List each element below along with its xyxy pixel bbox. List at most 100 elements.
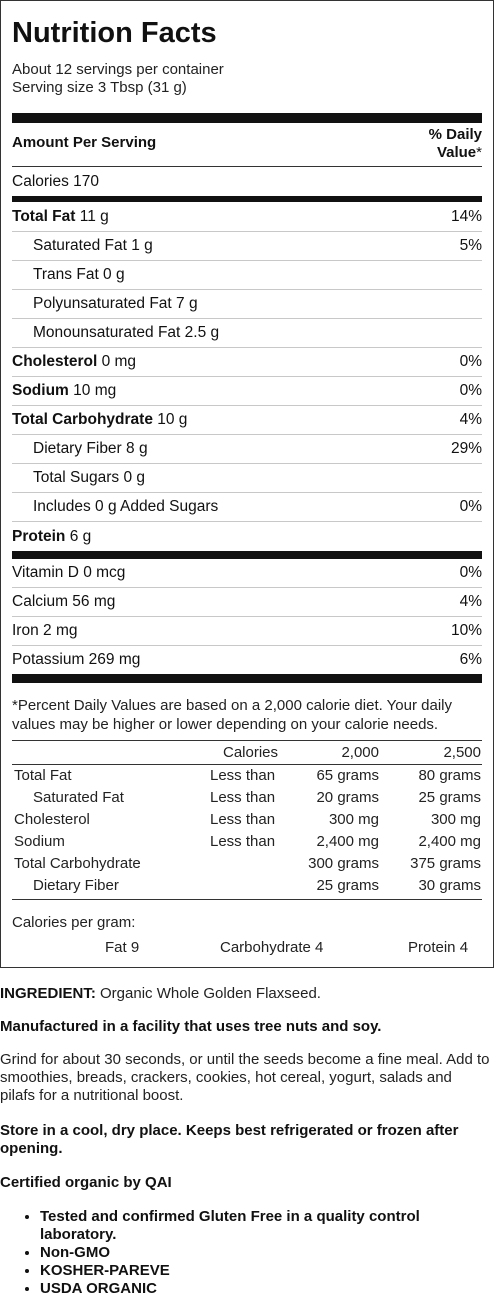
calories-per-gram: Calories per gram: (12, 914, 136, 931)
ft-row-2500: 300 mg (430, 811, 481, 828)
ft-header-2000: 2,000 (341, 744, 379, 761)
divider (12, 463, 482, 464)
thick-divider (12, 551, 482, 559)
ft-row-name: Dietary Fiber (33, 877, 119, 894)
nutrient-name: Total Sugars 0 g (33, 469, 146, 486)
nutrient-row: Total Sugars 0 g (12, 468, 482, 488)
nutrient-name: Total Fat (12, 208, 76, 225)
feature-item: Non-GMO (40, 1244, 480, 1262)
vitamin-dv: 4% (459, 593, 482, 610)
servings-per-container: About 12 servings per container (12, 61, 224, 78)
divider (12, 899, 482, 900)
divider (12, 740, 482, 741)
nutrient-row: Saturated Fat 1 g 5% (12, 236, 482, 256)
divider (12, 492, 482, 493)
nutrient-row: Polyunsaturated Fat 7 g (12, 294, 482, 314)
ft-row-limit: Less than (210, 789, 276, 806)
ft-row-name: Sodium (14, 833, 65, 850)
nutrient-dv: 0% (459, 353, 482, 370)
ft-row-2000: 300 mg (328, 811, 379, 828)
feature-item: Tested and confirmed Gluten Free in a qu… (40, 1208, 480, 1244)
ft-row-2000: 25 grams (316, 877, 379, 894)
nutrient-row: Includes 0 g Added Sugars 0% (12, 497, 482, 517)
nutrient-dv: 0% (459, 498, 482, 515)
ft-row-limit: Less than (210, 811, 276, 828)
nutrient-amount: 10 mg (68, 382, 117, 399)
vitamin-dv: 0% (459, 564, 482, 581)
nutrient-amount: 10 g (152, 411, 188, 428)
nutrient-row: Monounsaturated Fat 2.5 g (12, 323, 482, 343)
daily-value-header-line2: Value (436, 144, 477, 161)
nutrient-name: Monounsaturated Fat 2.5 g (33, 324, 220, 341)
ft-row-2500: 80 grams (418, 767, 481, 784)
nutrient-dv: 0% (459, 382, 482, 399)
nutrient-name: Polyunsaturated Fat 7 g (33, 295, 198, 312)
vitamin-name: Vitamin D 0 mcg (12, 564, 126, 581)
nutrient-dv: 5% (459, 237, 482, 254)
divider (12, 521, 482, 522)
nutrition-facts-label: Nutrition Facts About 12 servings per co… (0, 0, 494, 968)
vitamin-row: Calcium 56 mg 4% (12, 592, 482, 612)
ft-row-2500: 2,400 mg (418, 833, 481, 850)
nutrient-row: Sodium 10 mg 0% (12, 381, 482, 401)
daily-value-star: * (476, 144, 482, 161)
nutrient-name: Dietary Fiber 8 g (33, 440, 148, 457)
ft-row-2000: 65 grams (316, 767, 379, 784)
thick-divider (12, 674, 482, 683)
ft-row-limit: Less than (210, 767, 276, 784)
nutrient-row: Total Carbohydrate 10 g 4% (12, 410, 482, 430)
nutrient-name: Sodium (12, 382, 69, 399)
nutrient-name: Includes 0 g Added Sugars (33, 498, 219, 515)
ingredient-label: INGREDIENT: (0, 985, 96, 1002)
nutrient-name: Saturated Fat 1 g (33, 237, 153, 254)
ft-row-2000: 2,400 mg (316, 833, 379, 850)
nutrient-amount: 11 g (75, 208, 109, 225)
feature-item: KOSHER-PAREVE (40, 1262, 480, 1280)
vitamin-dv: 10% (450, 622, 482, 639)
calories-text: Calories 170 (12, 173, 100, 190)
divider (12, 166, 482, 167)
nutrient-name: Total Carbohydrate (12, 411, 153, 428)
feature-item: USDA ORGANIC (40, 1280, 480, 1298)
ft-row-limit: Less than (210, 833, 276, 850)
calories-row: Calories 170 (12, 172, 482, 192)
cpg-carbohydrate: Carbohydrate 4 (220, 939, 324, 956)
serving-size: Serving size 3 Tbsp (31 g) (12, 79, 187, 96)
feature-list: Tested and confirmed Gluten Free in a qu… (0, 1208, 480, 1298)
divider (12, 318, 482, 319)
facility-warning: Manufactured in a facility that uses tre… (0, 1018, 382, 1035)
ft-row-name: Total Carbohydrate (14, 855, 141, 872)
ft-row-2500: 375 grams (410, 855, 481, 872)
divider (12, 289, 482, 290)
daily-value-footnote: *Percent Daily Values are based on a 2,0… (12, 697, 453, 733)
ft-row-2000: 20 grams (316, 789, 379, 806)
divider (12, 405, 482, 406)
directions: Grind for about 30 seconds, or until the… (0, 1051, 490, 1104)
nutrient-row: Cholesterol 0 mg 0% (12, 352, 482, 372)
nutrient-name: Trans Fat 0 g (33, 266, 125, 283)
daily-value-header-line1: % Daily (428, 126, 482, 143)
nutrient-row: Total Fat 11 g 14% (12, 207, 482, 227)
vitamin-row: Iron 2 mg 10% (12, 621, 482, 641)
cpg-fat: Fat 9 (105, 939, 140, 956)
nutrient-name: Cholesterol (12, 353, 98, 370)
daily-value-header: % Daily Value* (429, 126, 482, 162)
nutrient-amount: 0 mg (97, 353, 137, 370)
ft-header-calories: Calories (223, 744, 279, 761)
divider (12, 376, 482, 377)
divider (12, 616, 482, 617)
thick-divider (12, 113, 482, 123)
nutrient-dv: 14% (450, 208, 482, 225)
divider (12, 231, 482, 232)
divider (12, 347, 482, 348)
nutrient-name: Protein (12, 528, 66, 545)
ft-row-2500: 25 grams (418, 789, 481, 806)
ft-header-2500: 2,500 (443, 744, 481, 761)
ft-row-name: Total Fat (14, 767, 72, 784)
certification: Certified organic by QAI (0, 1174, 172, 1191)
nutrient-dv: 29% (450, 440, 482, 457)
ft-row-2500: 30 grams (418, 877, 481, 894)
vitamin-dv: 6% (459, 651, 482, 668)
ft-row-name: Saturated Fat (33, 789, 124, 806)
divider (12, 645, 482, 646)
